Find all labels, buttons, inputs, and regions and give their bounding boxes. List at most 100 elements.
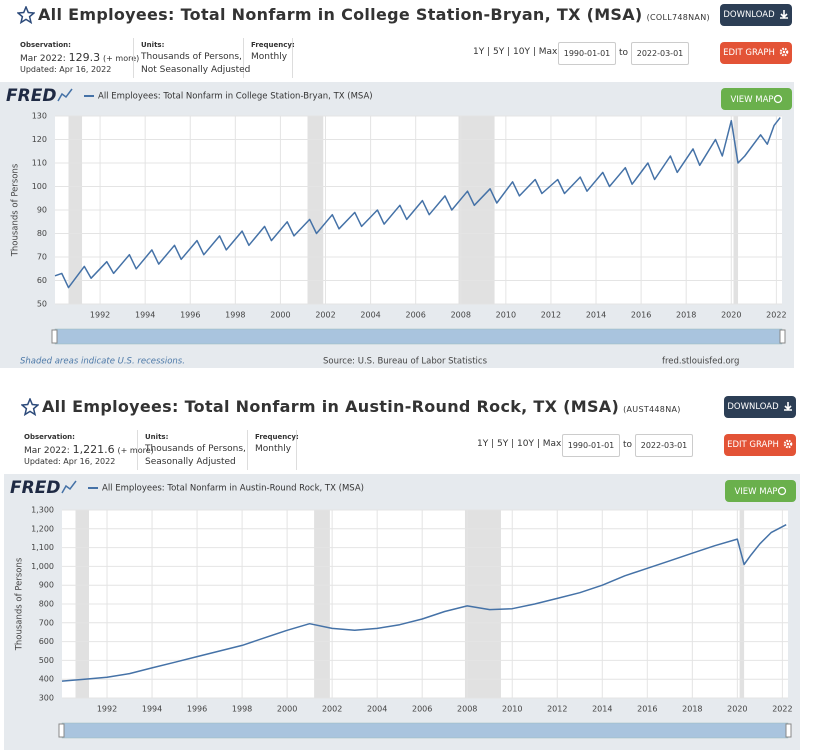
divider — [292, 38, 293, 78]
graph-title: All Employees: Total Nonfarm in Austin-R… — [42, 397, 681, 416]
range-link[interactable]: 5Y — [497, 439, 509, 449]
y-tick-label: 500 — [39, 656, 54, 665]
observation-date: Mar 2022: — [24, 446, 70, 456]
title-text: All Employees: Total Nonfarm in College … — [38, 5, 643, 24]
x-tick-label: 2014 — [586, 311, 606, 320]
x-tick-label: 2008 — [451, 311, 471, 320]
graph-title: All Employees: Total Nonfarm in College … — [38, 5, 710, 24]
end-date-input[interactable]: 2022-03-01 — [635, 434, 693, 457]
x-tick-label: 1992 — [97, 705, 117, 714]
edit-graph-button[interactable]: EDIT GRAPH — [720, 42, 792, 64]
x-tick-label: 2022 — [772, 705, 792, 714]
x-tick-label: 2006 — [406, 311, 426, 320]
x-tick-label: 2022 — [766, 311, 786, 320]
y-tick-label: 110 — [32, 159, 47, 168]
range-links: 1Y | 5Y | 10Y | Max — [477, 439, 562, 449]
units-label: Units: — [141, 41, 165, 49]
range-link[interactable]: Max — [542, 439, 562, 449]
range-link[interactable]: 1Y — [477, 439, 489, 449]
title-text: All Employees: Total Nonfarm in Austin-R… — [42, 397, 620, 416]
units: Thousands of Persons, Not Seasonally Adju… — [141, 51, 250, 77]
units-label: Units: — [145, 433, 169, 441]
x-tick-label: 2012 — [541, 311, 561, 320]
download-button[interactable]: DOWNLOAD — [724, 396, 796, 418]
observation-label: Observation: — [24, 433, 75, 441]
frequency-label: Frequency: — [251, 41, 295, 49]
observation-value: 1,221.6 — [72, 443, 115, 456]
view-map-button[interactable] — [721, 88, 792, 110]
to-label: to — [619, 48, 629, 58]
end-date-input[interactable]: 2022-03-01 — [631, 42, 689, 65]
icon — [783, 402, 792, 411]
y-axis-title: Thousands of Persons — [11, 163, 21, 257]
y-tick-label: 80 — [37, 229, 47, 238]
view-map-label: VIEW MAP — [730, 95, 773, 105]
more-link[interactable]: (+ more) — [103, 54, 140, 63]
range-link[interactable]: 10Y — [513, 47, 530, 57]
divider — [137, 430, 138, 470]
start-date-input[interactable]: 1990-01-01 — [562, 434, 620, 457]
x-tick-label: 1996 — [180, 311, 200, 320]
range-slider — [61, 722, 789, 739]
series-id: (AUST448NA) — [623, 405, 681, 414]
chart: FRED All Employees: Total Nonfarm in Coll… — [0, 82, 794, 368]
legend-label: All Employees: Total Nonfarm in College … — [98, 92, 373, 102]
more-link[interactable]: (+ more) — [117, 446, 154, 455]
y-tick-label: 1,100 — [31, 543, 54, 552]
slider-handle[interactable] — [779, 329, 786, 344]
icon — [21, 398, 39, 416]
x-tick-label: 2016 — [637, 705, 657, 714]
x-tick-label: 2004 — [360, 311, 380, 320]
slider-handle[interactable] — [785, 723, 792, 738]
updated: Updated: Apr 16, 2022 — [24, 457, 116, 466]
units: Thousands of Persons, Seasonally Adjusted — [145, 443, 246, 469]
icon — [779, 47, 789, 57]
x-tick-label: 2018 — [676, 311, 696, 320]
source: Source: U.S. Bureau of Labor Statistics — [323, 357, 488, 367]
fred-logo: FRED — [10, 478, 60, 498]
y-tick-label: 300 — [39, 694, 54, 703]
x-tick-label: 1996 — [187, 705, 207, 714]
globe-icon — [777, 486, 787, 496]
to-label: to — [623, 440, 633, 450]
fred-logo: FRED — [6, 86, 56, 106]
graph-panel: All Employees: Total Nonfarm in College … — [0, 0, 794, 368]
observation-date: Mar 2022: — [20, 54, 66, 64]
slider-handle[interactable] — [51, 329, 58, 344]
y-tick-label: 70 — [37, 253, 47, 262]
data-line — [54, 117, 781, 289]
range-link[interactable]: 1Y — [473, 47, 485, 57]
download-button[interactable]: DOWNLOAD — [720, 4, 792, 26]
x-tick-label: 1992 — [90, 311, 110, 320]
range-link[interactable]: 5Y — [493, 47, 505, 57]
y-tick-label: 900 — [39, 581, 54, 590]
x-tick-label: 2008 — [457, 705, 477, 714]
graph-panel: All Employees: Total Nonfarm in Austin-R… — [4, 392, 800, 750]
units-line: Seasonally Adjusted — [145, 457, 236, 467]
edit-graph-button[interactable]: EDIT GRAPH — [724, 434, 796, 456]
x-tick-label: 1994 — [142, 705, 162, 714]
view-map-label: VIEW MAP — [734, 487, 777, 497]
icon — [783, 439, 793, 449]
edit-graph-label: EDIT GRAPH — [723, 48, 775, 58]
divider — [243, 38, 244, 78]
x-tick-label: 2010 — [502, 705, 522, 714]
x-tick-label: 2000 — [270, 311, 290, 320]
y-tick-label: 50 — [37, 300, 47, 309]
y-tick-label: 1,300 — [31, 506, 54, 515]
units-line: Thousands of Persons, — [145, 444, 246, 454]
range-link[interactable]: 10Y — [517, 439, 534, 449]
observation-label: Observation: — [20, 41, 71, 49]
range-link[interactable]: Max — [538, 47, 558, 57]
x-tick-label: 2020 — [727, 705, 747, 714]
view-map-button[interactable] — [725, 480, 796, 502]
x-tick-label: 2002 — [322, 705, 342, 714]
slider-handle[interactable] — [58, 723, 65, 738]
start-date-input[interactable]: 1990-01-01 — [558, 42, 616, 65]
x-tick-label: 1998 — [232, 705, 252, 714]
series-id: (COLL748NAN) — [646, 13, 710, 22]
x-tick-label: 2020 — [721, 311, 741, 320]
x-tick-label: 1998 — [225, 311, 245, 320]
download-label: DOWNLOAD — [723, 10, 775, 20]
